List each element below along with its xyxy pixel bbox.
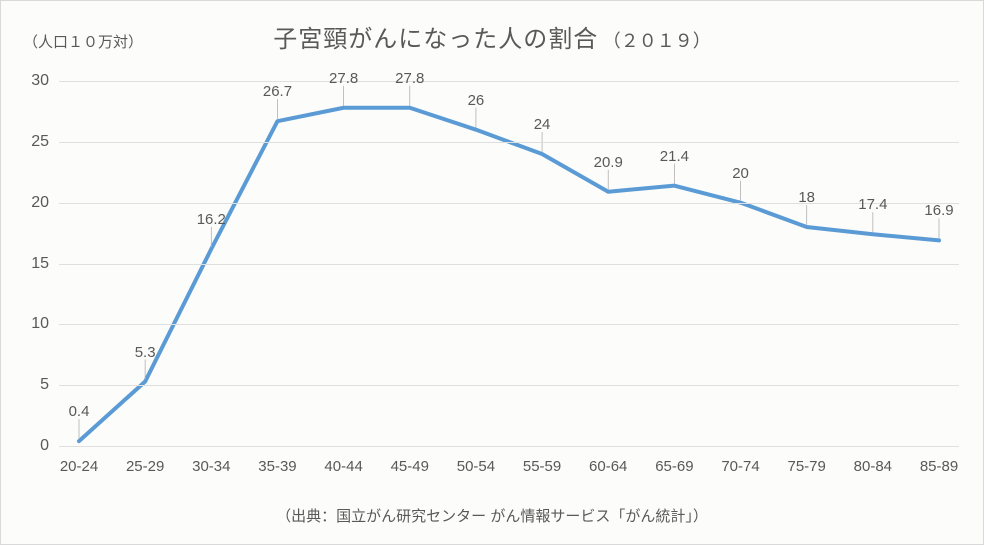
x-tick-label: 30-34 xyxy=(192,446,230,475)
data-point-label: 24 xyxy=(534,116,551,133)
x-tick-label: 70-74 xyxy=(721,446,759,475)
x-tick-label: 80-84 xyxy=(854,446,892,475)
x-tick-label: 75-79 xyxy=(788,446,826,475)
gridline xyxy=(59,203,959,204)
gridline xyxy=(59,385,959,386)
data-point-label: 0.4 xyxy=(69,403,90,420)
x-tick-label: 55-59 xyxy=(523,446,561,475)
y-tick-label: 5 xyxy=(40,376,59,394)
data-point-label: 20.9 xyxy=(594,154,623,171)
data-point-label: 18 xyxy=(798,189,815,206)
data-point-label: 26.7 xyxy=(263,83,292,100)
data-point-label: 16.2 xyxy=(197,211,226,228)
y-tick-label: 30 xyxy=(31,72,59,90)
data-point-label: 21.4 xyxy=(660,148,689,165)
y-tick-label: 25 xyxy=(31,133,59,151)
gridline xyxy=(59,81,959,82)
x-tick-label: 20-24 xyxy=(60,446,98,475)
gridline xyxy=(59,264,959,265)
x-tick-label: 35-39 xyxy=(258,446,296,475)
x-tick-label: 85-89 xyxy=(920,446,958,475)
data-point-label: 17.4 xyxy=(858,196,887,213)
chart-title-year: （２０１９） xyxy=(603,31,711,51)
y-tick-label: 0 xyxy=(40,437,59,455)
chart-title-main: 子宮頸がんになった人の割合 xyxy=(273,26,598,53)
x-tick-label: 25-29 xyxy=(126,446,164,475)
data-point-label: 27.8 xyxy=(395,70,424,87)
x-tick-label: 45-49 xyxy=(391,446,429,475)
data-line xyxy=(79,108,939,441)
data-point-label: 20 xyxy=(732,165,749,182)
y-tick-label: 15 xyxy=(31,255,59,273)
plot-area: 05101520253020-2425-2930-3435-3940-4445-… xyxy=(59,81,959,446)
x-tick-label: 40-44 xyxy=(324,446,362,475)
data-point-label: 5.3 xyxy=(135,344,156,361)
x-tick-label: 50-54 xyxy=(457,446,495,475)
data-point-label: 16.9 xyxy=(924,202,953,219)
data-point-label: 27.8 xyxy=(329,70,358,87)
chart-title: 子宮頸がんになった人の割合 （２０１９） xyxy=(1,19,983,54)
chart-footnote: （出典：国立がん研究センター がん情報サービス「がん統計」） xyxy=(1,505,983,526)
y-tick-label: 10 xyxy=(31,315,59,333)
data-point-label: 26 xyxy=(468,92,485,109)
gridline xyxy=(59,324,959,325)
x-tick-label: 60-64 xyxy=(589,446,627,475)
x-tick-label: 65-69 xyxy=(655,446,693,475)
chart-container: （人口１０万対） 子宮頸がんになった人の割合 （２０１９） 0510152025… xyxy=(0,0,984,545)
gridline xyxy=(59,142,959,143)
y-tick-label: 20 xyxy=(31,194,59,212)
